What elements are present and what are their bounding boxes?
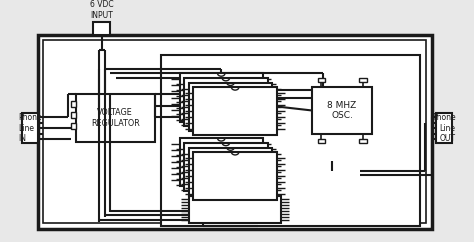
Bar [359,78,367,82]
Bar [359,139,367,143]
Bar [318,139,325,143]
Text: Phone
Line
IN: Phone Line IN [18,113,42,143]
Text: 6 VDC
INPUT: 6 VDC INPUT [90,0,114,20]
Bar [184,143,267,191]
Bar [193,87,277,136]
Text: Phone
Line
OUT: Phone Line OUT [432,113,456,143]
Text: 8 MHZ
OSC.: 8 MHZ OSC. [328,101,357,120]
Bar [189,196,282,223]
Bar [312,87,372,134]
Bar [38,35,431,229]
Bar [93,22,110,35]
Bar [184,78,267,126]
Bar [71,101,76,107]
Bar [180,138,263,186]
Text: VOLTAGE
REGULATOR: VOLTAGE REGULATOR [91,108,139,128]
Bar [436,113,452,143]
Bar [189,83,272,131]
Bar [189,148,272,196]
Bar [161,55,420,226]
Bar [76,94,155,142]
Bar [193,152,277,200]
Bar [71,112,76,118]
Bar [44,40,426,223]
Bar [318,78,325,82]
Bar [22,113,38,143]
Bar [71,123,76,129]
Bar [180,73,263,121]
